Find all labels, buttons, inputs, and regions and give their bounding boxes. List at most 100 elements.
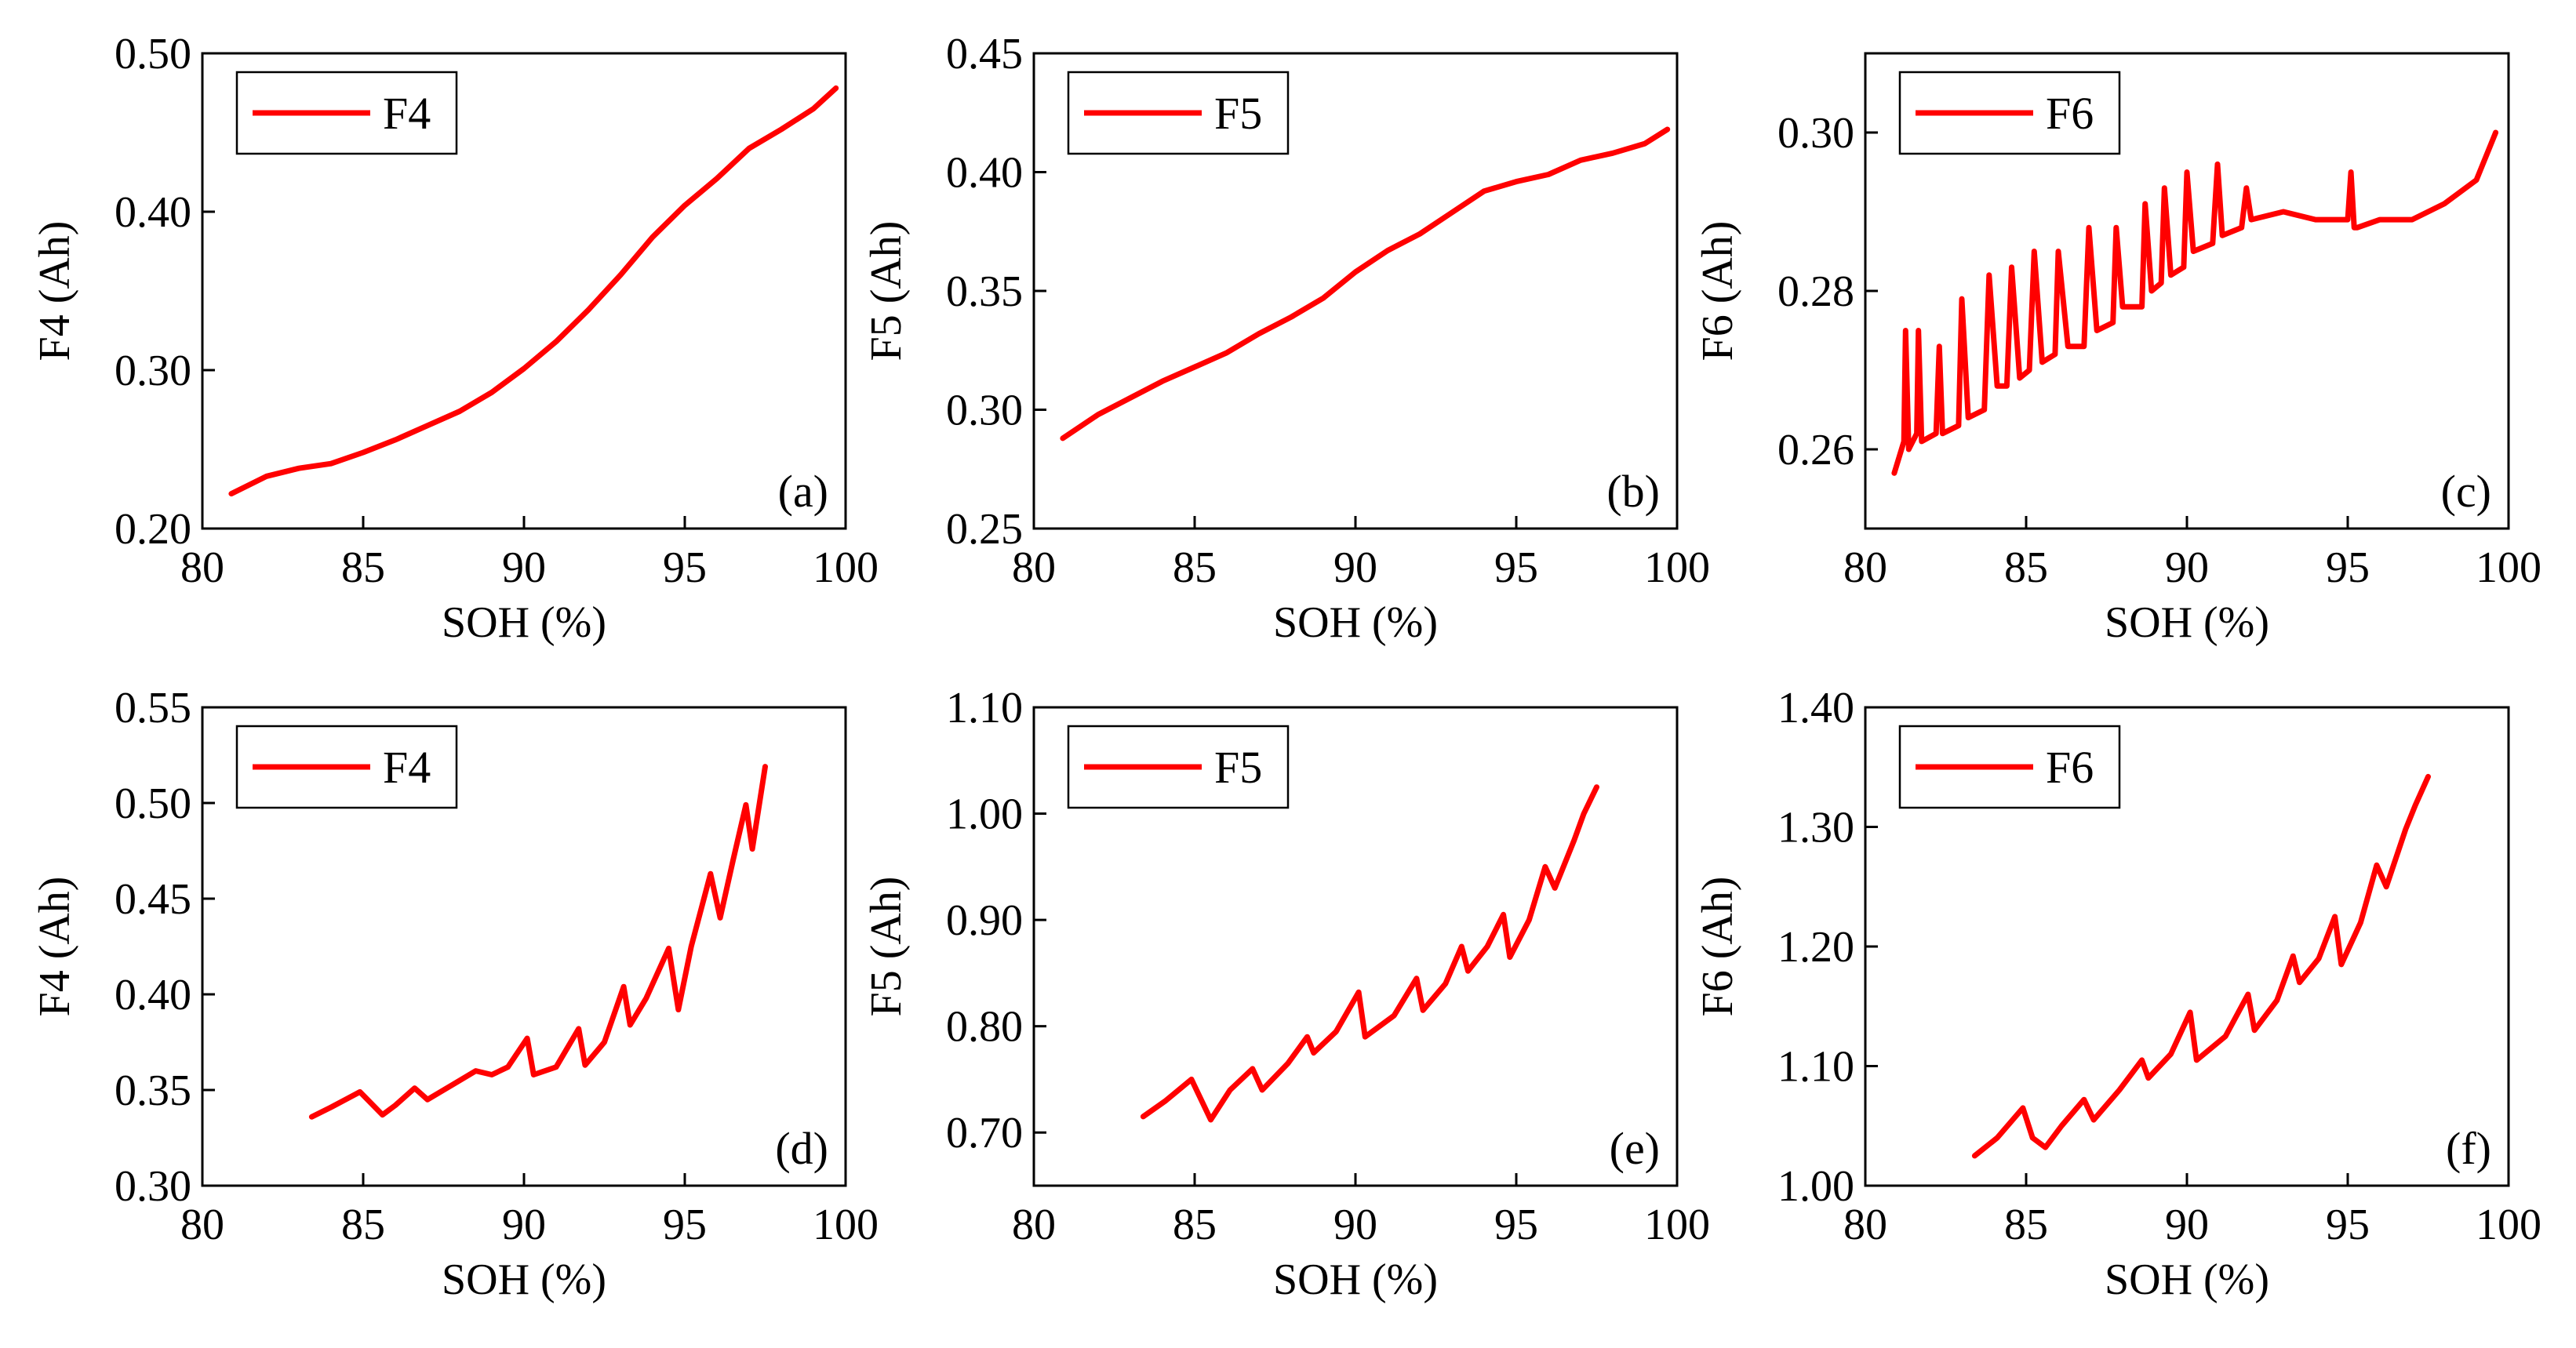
- plot-frame: [1032, 52, 1679, 530]
- x-tick-label: 80: [180, 1201, 224, 1249]
- y-tick-label: 0.40: [115, 188, 191, 237]
- x-tick-label: 85: [2004, 1201, 2048, 1249]
- x-tick-label: 95: [663, 1201, 707, 1249]
- y-tick-label: 0.35: [946, 267, 1023, 316]
- legend-label: F6: [2046, 742, 2094, 793]
- legend: F6: [1898, 71, 2121, 155]
- panel-label: (a): [778, 466, 828, 517]
- x-tick-label: 100: [813, 1201, 879, 1249]
- series-line-f4: [228, 85, 839, 497]
- x-tick-label: 95: [2326, 543, 2370, 592]
- legend: F5: [1067, 71, 1290, 155]
- legend-label: F4: [383, 742, 431, 793]
- series-line-f5: [1140, 784, 1599, 1123]
- y-tick-label: 0.50: [115, 779, 191, 828]
- y-tick-label: 0.28: [1777, 267, 1854, 316]
- x-tick-label: 90: [2165, 1201, 2209, 1249]
- plot-frame: [1032, 706, 1679, 1187]
- x-tick-label: 80: [1012, 1201, 1056, 1249]
- y-axis-title: F6 (Ah): [1694, 877, 1742, 1017]
- panel-label: (f): [2446, 1123, 2491, 1174]
- y-tick-label: 1.40: [1777, 684, 1854, 732]
- chart-panel-b: 80 85 90 95 100 0.25 0.30 0.35 0.40 0.45 SOH (%) F5…: [862, 30, 1710, 647]
- y-tick-label: 0.50: [115, 30, 191, 78]
- y-axis-title: F5 (Ah): [862, 877, 911, 1017]
- legend: F5: [1067, 725, 1290, 809]
- y-tick-label: 0.35: [115, 1066, 191, 1115]
- x-tick-label: 80: [1843, 1201, 1887, 1249]
- x-axis-title: SOH (%): [1273, 598, 1438, 647]
- x-tick-label: 80: [180, 543, 224, 592]
- x-tick-label: 85: [341, 1201, 385, 1249]
- legend: F6: [1898, 725, 2121, 809]
- y-tick-label: 0.40: [946, 149, 1023, 198]
- chart-panel-d: 80 85 90 95 100 0.30 0.35 0.40 0.45 0.50 0.55 SOH (…: [31, 684, 879, 1304]
- y-tick-label: 1.20: [1777, 923, 1854, 972]
- x-tick-label: 90: [2165, 543, 2209, 592]
- panel-label: (c): [2441, 466, 2491, 517]
- y-tick-label: 0.30: [1777, 109, 1854, 158]
- x-axis-title: SOH (%): [442, 1255, 606, 1304]
- y-tick-label: 0.20: [115, 505, 191, 554]
- y-tick-label: 0.40: [115, 971, 191, 1019]
- chart-panel-e: 80 85 90 95 100 0.70 0.80 0.90 1.00 1.10 SOH (%) F5…: [862, 684, 1710, 1304]
- y-tick-label: 1.10: [1777, 1043, 1854, 1092]
- y-tick-label: 0.45: [115, 875, 191, 924]
- y-tick-label: 1.00: [1777, 1162, 1854, 1211]
- x-tick-label: 90: [1333, 543, 1377, 592]
- x-tick-label: 95: [1494, 543, 1538, 592]
- legend: F4: [235, 71, 458, 155]
- x-tick-label: 85: [2004, 543, 2048, 592]
- chart-panel-f: 80 85 90 95 100 1.00 1.10 1.20 1.30 1.40 SOH (%) F6…: [1694, 684, 2541, 1304]
- y-axis-title: F4 (Ah): [31, 221, 79, 362]
- plot-frame: [1864, 52, 2510, 530]
- legend-label: F6: [2046, 88, 2094, 139]
- x-tick-label: 85: [1173, 1201, 1217, 1249]
- x-tick-label: 80: [1012, 543, 1056, 592]
- panel-label: (e): [1610, 1123, 1660, 1174]
- legend-label: F4: [383, 88, 431, 139]
- x-tick-label: 90: [502, 1201, 546, 1249]
- series-line-f4: [308, 764, 768, 1120]
- series-line-f5: [1060, 126, 1671, 441]
- x-tick-label: 90: [502, 543, 546, 592]
- x-axis-title: SOH (%): [1273, 1255, 1438, 1304]
- y-tick-label: 1.30: [1777, 804, 1854, 852]
- y-tick-label: 0.90: [946, 896, 1023, 945]
- y-axis-title: F5 (Ah): [862, 221, 911, 362]
- y-tick-label: 0.26: [1777, 426, 1854, 474]
- x-tick-label: 85: [341, 543, 385, 592]
- chart-panel-c: 80 85 90 95 100 0.26 0.28 0.30 SOH (%) F6 (Ah) F6 (…: [1694, 52, 2541, 647]
- x-tick-label: 85: [1173, 543, 1217, 592]
- x-tick-label: 95: [2326, 1201, 2370, 1249]
- x-tick-label: 100: [813, 543, 879, 592]
- x-tick-label: 100: [1644, 543, 1710, 592]
- series-line-f6: [1891, 129, 2499, 476]
- plot-frame: [201, 52, 847, 530]
- y-tick-label: 0.30: [115, 1162, 191, 1211]
- legend: F4: [235, 725, 458, 809]
- legend-label: F5: [1214, 742, 1262, 793]
- series-line-f6: [1971, 773, 2431, 1159]
- y-tick-label: 0.30: [946, 387, 1023, 435]
- panel-label: (b): [1606, 466, 1660, 517]
- y-tick-label: 0.30: [115, 347, 191, 395]
- x-axis-title: SOH (%): [2105, 598, 2269, 647]
- x-axis-title: SOH (%): [442, 598, 606, 647]
- x-axis-title: SOH (%): [2105, 1255, 2269, 1304]
- plot-frame: [1864, 706, 2510, 1187]
- y-tick-label: 0.25: [946, 505, 1023, 554]
- y-tick-label: 1.10: [946, 684, 1023, 732]
- y-tick-label: 0.55: [115, 684, 191, 732]
- legend-label: F5: [1214, 88, 1262, 139]
- y-axis-title: F4 (Ah): [31, 877, 79, 1017]
- x-tick-label: 95: [1494, 1201, 1538, 1249]
- y-tick-label: 0.45: [946, 30, 1023, 78]
- y-axis-title: F6 (Ah): [1694, 221, 1742, 362]
- x-tick-label: 80: [1843, 543, 1887, 592]
- x-tick-label: 100: [2476, 543, 2541, 592]
- x-tick-label: 100: [2476, 1201, 2541, 1249]
- x-tick-label: 90: [1333, 1201, 1377, 1249]
- y-tick-label: 1.00: [946, 790, 1023, 839]
